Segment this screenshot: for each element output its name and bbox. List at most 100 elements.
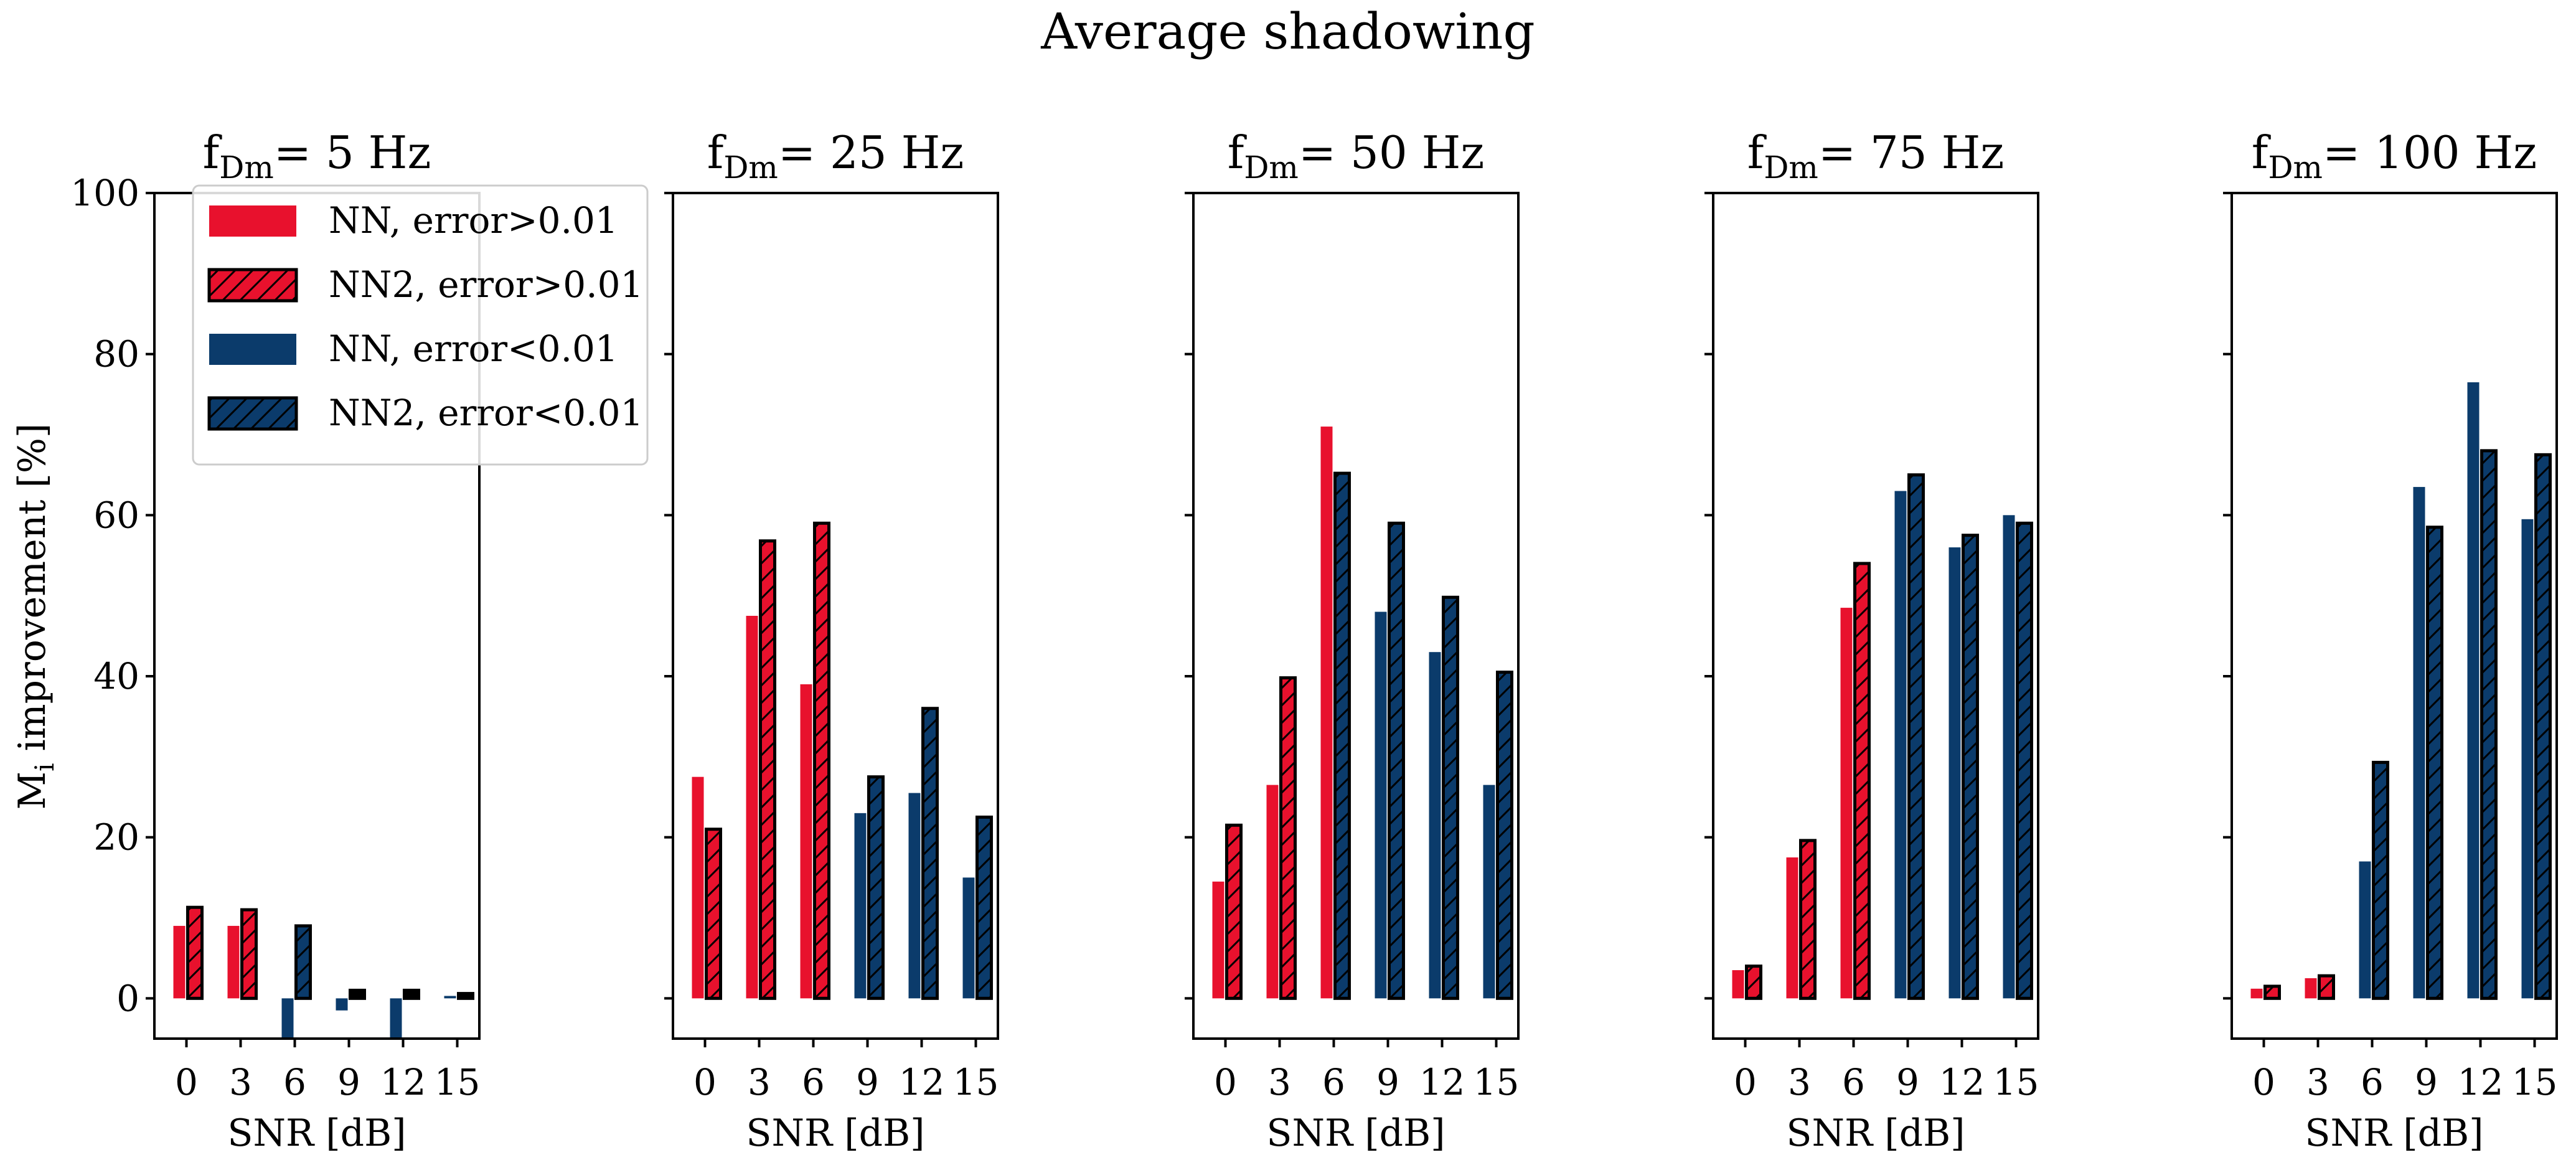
x-tick-label: 3 [748,1061,771,1103]
x-tick-label: 15 [953,1061,999,1103]
x-tick-label: 6 [802,1061,825,1103]
bar-nn-3 [227,925,240,999]
panel-4: fDm= 75 Hz 0 3 6 9 12 15 SNR [dB] [1704,126,2039,1155]
bar-nn2-hatch-0 [705,828,722,1000]
bar-nn2-hatch-12 [921,707,939,1000]
bar-nn2-hatch-15 [2534,453,2552,1000]
x-tick-label: 0 [175,1061,198,1103]
y-tick-label: 60 [93,494,139,536]
bar-nn-12 [908,793,921,999]
bar-nn-9 [1375,611,1387,999]
bar-nn-9 [854,813,867,999]
legend-swatch [209,334,296,365]
bar-nn2-hatch-15 [1496,671,1513,1000]
bar-nn-0 [2250,988,2263,999]
legend-swatch [209,205,296,237]
panel-title: fDm= 75 Hz [1747,126,2005,186]
axes-frame [1192,192,1520,1040]
figure-title: Average shadowing [1040,2,1535,60]
bar-nn-6 [1320,427,1333,999]
x-tick-label: 15 [2512,1061,2558,1103]
bar-nn2-hatch-6 [1333,471,1351,1000]
x-tick-label: 9 [337,1061,360,1103]
panel-title: fDm= 50 Hz [1228,126,1485,186]
x-tick-label: 3 [229,1061,252,1103]
bar-nn-3 [2305,978,2317,999]
x-axis-label: SNR [dB] [1266,1111,1445,1155]
bar-nn-12 [1429,652,1441,999]
bar-nn2-hatch-6 [813,521,830,1000]
bar-nn2-hatch-9 [1388,521,1405,1000]
bar-nn-6 [1840,608,1853,999]
x-tick-label: 0 [1734,1061,1757,1103]
bar-nn-0 [692,776,704,999]
bar-nn-15 [444,996,456,999]
x-axis-label: SNR [dB] [227,1111,406,1155]
bar-nn2-hatch-3 [1279,676,1297,1000]
legend-label: NN2, error>0.01 [329,263,643,306]
panel-5: fDm= 100 Hz 0 3 6 9 12 15 SNR [dB] [2223,126,2558,1155]
x-tick-label: 0 [693,1061,717,1103]
bar-nn-9 [336,998,348,1011]
axes-frame [1712,192,2039,1040]
x-tick-label: 0 [1214,1061,1237,1103]
x-tick-label: 6 [1322,1061,1345,1103]
x-tick-label: 15 [435,1061,481,1103]
bar-nn-12 [1948,547,1961,999]
y-tick-label: 80 [93,333,139,375]
x-tick-label: 12 [1939,1061,1985,1103]
legend-label: NN2, error<0.01 [329,392,643,434]
x-tick-label: 12 [899,1061,945,1103]
x-tick-label: 9 [1896,1061,1919,1103]
x-tick-label: 9 [856,1061,879,1103]
bar-nn2-hatch-15 [975,815,993,1000]
bar-nn2-hatch-9 [1907,473,1925,1000]
bar-nn2-hatch-12 [403,988,420,1000]
bar-nn2-hatch-6 [2372,760,2389,1000]
x-tick-label: 0 [2252,1061,2275,1103]
bar-nn-6 [281,998,294,1039]
bar-nn-6 [800,684,812,999]
bar-nn2-hatch-15 [457,992,474,1000]
bar-nn-12 [2467,382,2480,999]
legend-box [192,184,649,466]
x-tick-label: 12 [1419,1061,1465,1103]
y-tick-label: 100 [70,172,139,214]
x-tick-label: 6 [1842,1061,1865,1103]
bar-nn2-hatch-15 [2016,521,2033,1000]
x-tick-label: 6 [283,1061,306,1103]
x-axis-label: SNR [dB] [746,1111,924,1155]
x-tick-label: 12 [2458,1061,2504,1103]
bar-nn-15 [2521,519,2534,999]
panel-title: fDm= 25 Hz [707,126,964,186]
legend-label: NN, error>0.01 [329,199,618,242]
x-tick-label: 3 [1788,1061,1811,1103]
bar-nn2-hatch-9 [867,775,885,1000]
bar-nn2-hatch-12 [1962,534,1979,1000]
bar-nn2-hatch-0 [1745,965,1762,1000]
x-tick-label: 9 [1376,1061,1399,1103]
bar-nn-0 [1732,970,1744,999]
axes-frame [672,192,999,1040]
bar-nn-15 [962,877,975,999]
y-axis-label: Mi improvement [%] [11,423,60,810]
legend-swatch-hatch [207,396,298,431]
x-axis-label: SNR [dB] [2305,1111,2483,1155]
bar-nn-9 [2413,487,2425,999]
bar-nn2-hatch-6 [294,924,312,1000]
bar-nn2-hatch-0 [1225,823,1243,1000]
x-tick-label: 15 [1993,1061,2039,1103]
bar-nn2-hatch-3 [759,539,776,1000]
y-tick-label: 0 [116,977,139,1019]
bar-nn-15 [2003,515,2015,999]
panel-3: fDm= 50 Hz 0 3 6 9 12 15 SNR [dB] [1185,126,1520,1155]
bar-nn2-hatch-3 [1799,839,1817,1000]
bar-nn2-hatch-9 [2426,526,2443,1000]
bar-nn2-hatch-0 [186,905,204,1000]
panel-title: fDm= 100 Hz [2252,126,2537,186]
x-tick-label: 3 [1268,1061,1291,1103]
bar-nn2-hatch-6 [1853,562,1871,1000]
bar-nn2-hatch-12 [1442,595,1459,1000]
x-tick-label: 12 [380,1061,426,1103]
